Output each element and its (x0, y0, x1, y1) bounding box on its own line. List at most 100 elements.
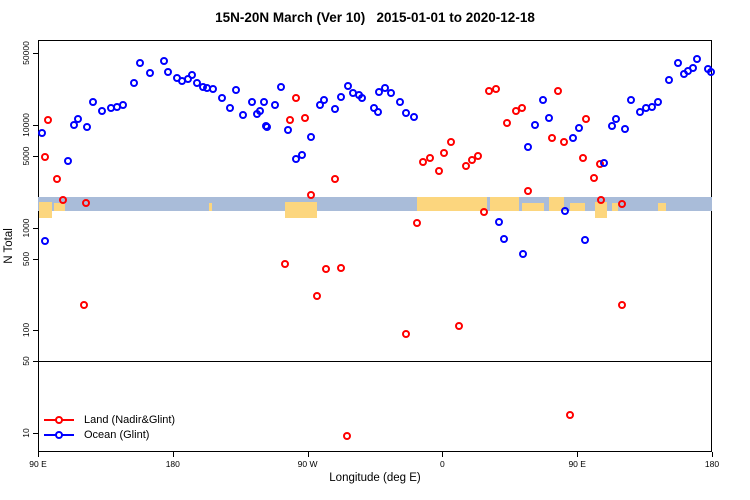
data-point-land (402, 329, 411, 338)
data-point-land (44, 116, 53, 125)
y-tick-mark (33, 227, 38, 229)
data-point-ocean (688, 64, 697, 73)
data-point-ocean (568, 134, 577, 143)
data-point-ocean (260, 97, 269, 106)
data-point-ocean (600, 158, 609, 167)
data-point-land (285, 116, 294, 125)
data-point-ocean (538, 95, 547, 104)
data-point-land (565, 410, 574, 419)
data-point-ocean (612, 115, 621, 124)
data-point-land (553, 86, 562, 95)
data-point-ocean (270, 101, 279, 110)
data-point-ocean (519, 249, 528, 258)
land-patch (611, 203, 618, 212)
y-tick-mark (33, 361, 38, 363)
data-point-land (312, 292, 321, 300)
data-point-land (447, 138, 456, 147)
data-point-ocean (41, 236, 50, 245)
y-tick-label: 5000 (21, 146, 31, 166)
data-point-ocean (574, 124, 583, 133)
land-patch (569, 203, 585, 212)
data-point-land (439, 148, 448, 157)
ocean-band (38, 196, 712, 219)
y-tick-label: 10000 (21, 113, 31, 137)
data-point-land (306, 191, 315, 200)
data-point-land (597, 196, 606, 205)
data-point-ocean (135, 59, 144, 68)
data-point-ocean (531, 121, 540, 130)
data-point-land (492, 84, 501, 93)
data-point-ocean (276, 82, 285, 91)
y-tick-mark (33, 53, 38, 55)
data-point-land (291, 93, 300, 102)
data-point-land (426, 153, 435, 162)
y-tick-label: 100 (21, 323, 31, 338)
data-point-ocean (38, 129, 47, 138)
data-point-ocean (402, 109, 411, 118)
data-point-ocean (291, 154, 300, 163)
y-tick-label: 500 (21, 251, 31, 266)
legend-label-land: Land (Nadir&Glint) (84, 413, 176, 426)
data-point-land (618, 200, 627, 209)
data-point-land (321, 265, 330, 274)
legend-item-ocean: Ocean (Glint) (44, 427, 175, 442)
data-point-land (330, 174, 339, 183)
land-patch (208, 203, 212, 212)
data-point-ocean (297, 150, 306, 159)
y-tick-mark (33, 433, 38, 434)
x-tick-label: 180 (704, 459, 720, 469)
data-point-land (480, 208, 489, 217)
data-point-ocean (63, 156, 72, 165)
data-point-ocean (607, 122, 616, 131)
data-point-land (559, 138, 568, 147)
data-point-land (462, 161, 471, 170)
data-point-land (582, 115, 591, 124)
data-point-ocean (664, 75, 673, 84)
data-point-ocean (580, 235, 589, 244)
reference-line (38, 361, 712, 363)
ocean-series-marker-icon (44, 430, 74, 440)
data-point-ocean (357, 93, 366, 102)
data-point-ocean (396, 97, 405, 106)
x-tick-mark (712, 452, 713, 457)
data-point-ocean (83, 123, 92, 132)
y-tick-label: 50000 (21, 41, 31, 66)
data-point-land (484, 86, 493, 95)
data-point-land (300, 114, 309, 123)
data-point-ocean (255, 107, 264, 116)
legend-item-land: Land (Nadir&Glint) (44, 412, 175, 427)
data-point-ocean (284, 126, 293, 135)
data-point-ocean (375, 87, 384, 96)
land-patch (595, 201, 608, 219)
data-point-ocean (336, 92, 345, 101)
data-point-ocean (654, 98, 663, 107)
x-tick-mark (172, 452, 174, 457)
x-tick-mark (38, 452, 39, 457)
data-point-ocean (231, 85, 240, 94)
data-point-ocean (627, 95, 636, 104)
data-point-land (342, 431, 351, 440)
data-point-ocean (636, 108, 645, 117)
land-patch (54, 203, 65, 212)
data-point-land (474, 151, 483, 160)
y-axis-title: N Total (3, 228, 15, 264)
data-point-ocean (373, 108, 382, 117)
data-point-ocean (706, 68, 715, 77)
x-tick-label: 180 (165, 459, 180, 469)
y-tick-label: 1000 (21, 218, 31, 238)
y-tick-mark (33, 258, 38, 260)
data-point-ocean (159, 57, 168, 66)
legend-label-ocean: Ocean (Glint) (84, 428, 150, 441)
data-point-land (468, 155, 477, 164)
y-tick-mark (33, 330, 38, 332)
data-point-ocean (544, 114, 553, 123)
data-point-ocean (69, 121, 78, 130)
data-point-ocean (409, 112, 418, 121)
data-point-ocean (648, 102, 657, 111)
data-point-ocean (387, 88, 396, 97)
data-point-land (59, 196, 68, 205)
data-point-ocean (499, 234, 508, 243)
land-patch (285, 201, 317, 219)
land-patch (490, 196, 519, 212)
